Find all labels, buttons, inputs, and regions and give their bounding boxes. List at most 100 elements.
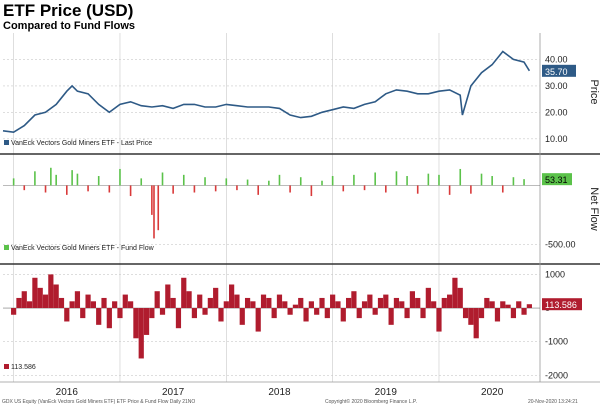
cum-bar <box>122 294 128 309</box>
flow-bar <box>182 174 185 186</box>
flow-bar <box>50 167 52 186</box>
flow-bar <box>257 185 260 195</box>
flow-bar <box>236 185 238 191</box>
price-legend-label: VanEck Vectors Gold Miners ETF - Last Pr… <box>11 140 152 147</box>
cum-bar <box>345 297 352 309</box>
flow-bar <box>140 178 143 186</box>
cum-bar <box>117 308 123 319</box>
flow-bar <box>512 177 515 186</box>
cum-bar <box>191 308 198 319</box>
cum-bar <box>473 308 479 339</box>
flow-bar <box>23 185 26 191</box>
cum-bar <box>69 301 75 309</box>
cum-bar <box>287 308 293 315</box>
price-axis-title: Price <box>588 79 600 104</box>
cum-bar <box>16 297 22 309</box>
cum-bar <box>436 308 442 332</box>
cum-bar <box>510 308 517 319</box>
cum-bar <box>42 294 49 309</box>
cum-bar <box>298 297 304 309</box>
x-tick-label: 2018 <box>268 387 291 398</box>
flow-bar <box>119 168 121 186</box>
cum-bar <box>266 297 272 309</box>
cum-bar <box>96 308 102 325</box>
flow-tick-label: -500.00 <box>545 239 576 249</box>
cum-bar <box>308 301 314 309</box>
price-last-value-label: 35.70 <box>545 67 568 77</box>
cum-bar <box>138 308 144 359</box>
cum-bar <box>457 287 463 309</box>
cum-bar <box>149 308 155 319</box>
cum-bar <box>260 294 267 309</box>
flow-bar <box>87 185 89 192</box>
price-tick-label: 10.00 <box>545 134 568 144</box>
cum-bar <box>239 308 245 325</box>
cum-bar <box>197 294 203 309</box>
flow-bar <box>427 173 430 186</box>
cum-bar <box>505 304 511 309</box>
flow-bar <box>246 179 249 186</box>
flow-bar <box>299 177 302 186</box>
cum-tick-label: 1000 <box>545 269 565 279</box>
cum-bar <box>420 308 426 319</box>
flow-last-value-box <box>542 173 572 186</box>
cum-bar <box>21 291 27 309</box>
flow-bar <box>470 185 472 194</box>
cum-bar <box>101 297 107 309</box>
cum-bar <box>154 291 160 309</box>
price-series-line <box>2 50 531 134</box>
cum-bar <box>324 308 330 319</box>
price-tick-label: 30.00 <box>545 81 568 91</box>
flow-bar <box>406 176 408 186</box>
flow-bar <box>157 185 160 231</box>
flow-bar <box>385 185 387 193</box>
flow-bar <box>97 176 100 186</box>
cum-bar <box>383 294 389 309</box>
cum-bar <box>415 297 421 309</box>
flow-bar <box>71 170 73 186</box>
cum-bar <box>441 297 447 309</box>
flow-bar <box>129 185 132 197</box>
cum-bar <box>282 301 288 309</box>
flow-bar <box>438 174 440 186</box>
cum-bar <box>32 277 38 309</box>
cum-bar <box>202 308 208 315</box>
flow-bar <box>268 180 270 186</box>
flow-bar <box>342 185 345 192</box>
flow-bar <box>491 176 493 186</box>
cum-bar <box>234 294 240 309</box>
flow-bar <box>151 185 153 215</box>
cum-bar <box>255 308 261 332</box>
cum-bar <box>319 297 325 309</box>
flow-bar <box>353 174 355 186</box>
flow-bar <box>66 185 68 195</box>
cum-bar <box>276 294 283 309</box>
cum-bar <box>271 308 277 319</box>
flow-bar <box>523 179 525 186</box>
cum-bar <box>340 308 346 322</box>
cum-tick-label: -1000 <box>545 337 568 347</box>
cum-bar <box>175 308 182 329</box>
cum-bar <box>330 294 336 309</box>
flow-bar <box>459 168 462 186</box>
cum-bar <box>53 284 59 309</box>
cum-bar <box>106 308 112 329</box>
cum-bar <box>356 308 362 319</box>
flow-legend-swatch <box>4 245 9 250</box>
cum-last-value-label: 113.586 <box>545 300 577 310</box>
cum-bar <box>431 301 437 309</box>
cum-bar <box>90 301 96 309</box>
cum-bar <box>213 287 219 309</box>
cum-bar <box>80 308 86 319</box>
cum-bar <box>335 301 341 309</box>
cum-bar <box>128 301 134 309</box>
flow-bar <box>395 171 398 186</box>
cum-bar <box>500 301 506 309</box>
cum-bar <box>447 294 453 309</box>
cum-bar <box>85 294 91 309</box>
cum-bar <box>74 291 81 309</box>
price-legend-swatch <box>4 140 9 145</box>
cum-bar <box>165 284 171 309</box>
flow-bar <box>448 185 451 195</box>
